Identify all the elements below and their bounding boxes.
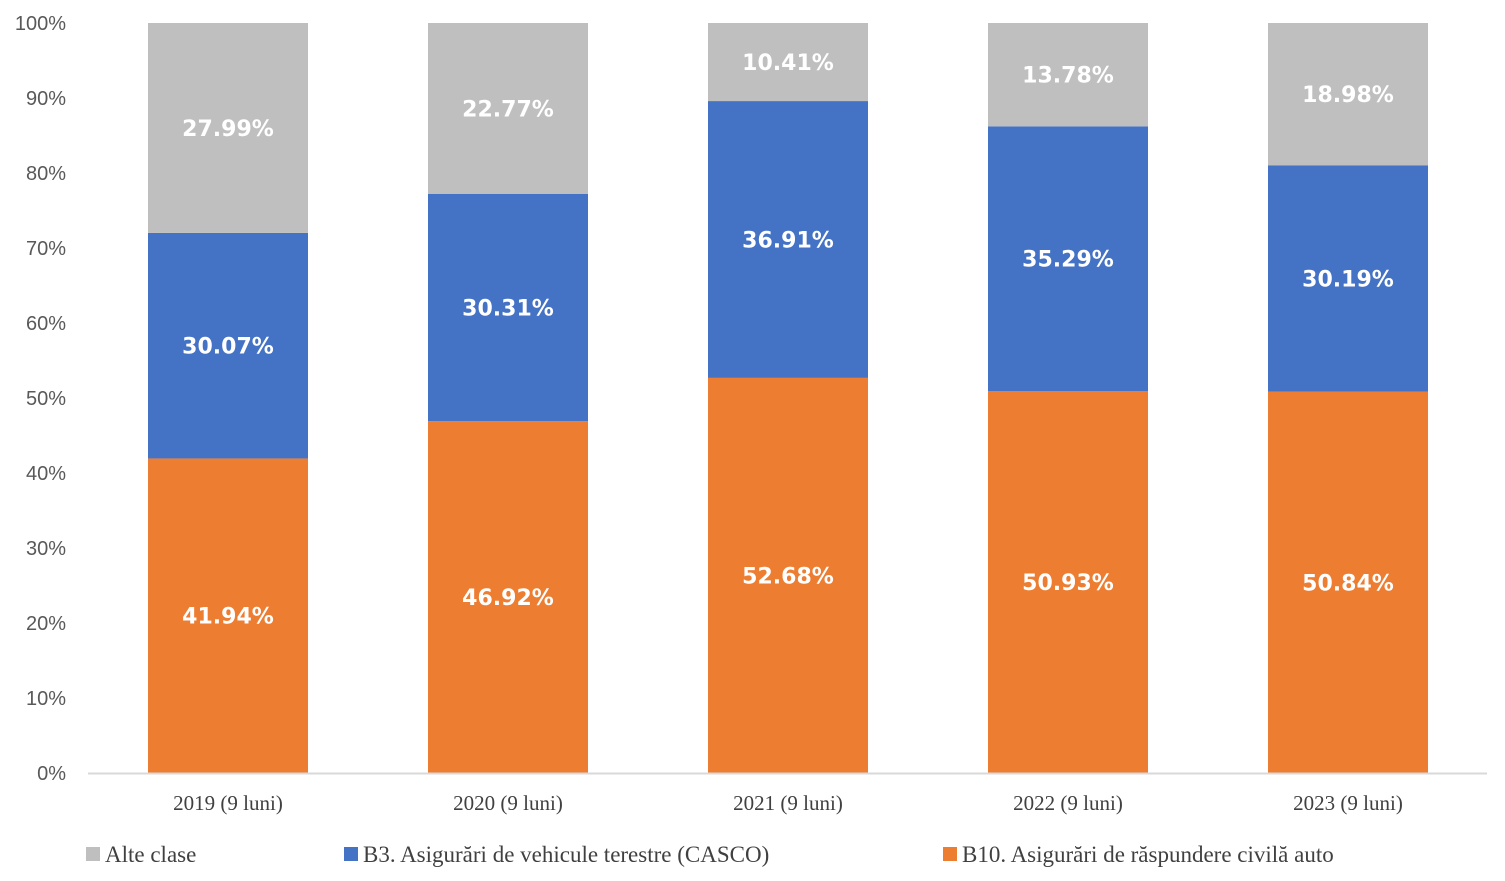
legend-swatch: [344, 847, 358, 861]
bar-segment: [988, 126, 1148, 392]
y-tick-label: 60%: [26, 313, 66, 335]
data-label: 50.93%: [1022, 571, 1114, 596]
bar-segment: [708, 101, 868, 378]
bar-segment: [148, 23, 308, 233]
y-tick-label: 100%: [15, 13, 66, 35]
x-tick-label: 2023 (9 luni): [1293, 791, 1403, 815]
data-label: 13.78%: [1022, 64, 1114, 89]
bar-segment: [428, 23, 588, 194]
legend-item: B10. Asigurări de răspundere civilă auto: [943, 842, 1334, 867]
bar-segment: [148, 458, 308, 773]
legend-swatch: [86, 847, 100, 861]
bar-segment: [988, 23, 1148, 127]
data-label: 22.77%: [462, 97, 554, 122]
data-label: 41.94%: [182, 605, 274, 630]
bar-segment: [1268, 391, 1428, 773]
data-label: 36.91%: [742, 228, 834, 253]
y-tick-label: 40%: [26, 463, 66, 485]
x-axis: 2019 (9 luni) 2020 (9 luni) 2021 (9 luni) 2…: [173, 791, 1403, 815]
data-label: 46.92%: [462, 586, 554, 611]
bar-stack: 50.93% 35.29% 13.78%: [988, 23, 1148, 773]
legend-label: Alte clase: [105, 842, 196, 867]
x-tick-label: 2019 (9 luni): [173, 791, 283, 815]
bar-segment: [428, 193, 588, 422]
bar-stack: 52.68% 36.91% 10.41%: [708, 23, 868, 773]
y-tick-label: 50%: [26, 388, 66, 410]
data-label: 30.19%: [1302, 267, 1394, 292]
data-label: 30.31%: [462, 296, 554, 321]
data-label: 18.98%: [1302, 83, 1394, 108]
bar-stack: 41.94% 30.07% 27.99%: [148, 23, 308, 773]
y-tick-label: 70%: [26, 238, 66, 260]
legend-label: B10. Asigurări de răspundere civilă auto: [962, 842, 1334, 867]
y-tick-label: 90%: [26, 88, 66, 110]
legend-swatch: [943, 847, 957, 861]
bar-segment: [988, 391, 1148, 773]
bar-segment: [708, 23, 868, 102]
bar-segment: [428, 421, 588, 773]
bar-stack: 46.92% 30.31% 22.77%: [428, 23, 588, 773]
bar-segment: [1268, 165, 1428, 392]
x-tick-label: 2020 (9 luni): [453, 791, 563, 815]
legend-item: B3. Asigurări de vehicule terestre (CASC…: [344, 842, 769, 867]
x-tick-label: 2022 (9 luni): [1013, 791, 1123, 815]
plot-area: 41.94% 30.07% 27.99% 46.92% 30.31% 22.77% 52.6…: [148, 23, 1428, 773]
bar-stack: 50.84% 30.19% 18.98%: [1268, 23, 1428, 773]
data-label: 30.07%: [182, 335, 274, 360]
y-tick-label: 30%: [26, 538, 66, 560]
legend-label: B3. Asigurări de vehicule terestre (CASC…: [363, 842, 769, 867]
data-label: 35.29%: [1022, 248, 1114, 273]
y-tick-label: 10%: [26, 688, 66, 710]
data-label: 10.41%: [742, 51, 834, 76]
bar-segment: [708, 377, 868, 773]
data-label: 52.68%: [742, 564, 834, 589]
bar-segment: [1268, 23, 1428, 166]
y-tick-label: 0%: [37, 763, 66, 785]
y-tick-label: 80%: [26, 163, 66, 185]
legend-item: Alte clase: [86, 842, 196, 867]
data-label: 27.99%: [182, 117, 274, 142]
bar-segment: [148, 232, 308, 459]
data-label: 50.84%: [1302, 571, 1394, 596]
y-tick-label: 20%: [26, 613, 66, 635]
x-tick-label: 2021 (9 luni): [733, 791, 843, 815]
y-axis: 0% 10% 20% 30% 40% 50% 60% 70% 80% 90% 100%: [15, 13, 66, 785]
legend: Alte clase B3. Asigurări de vehicule tere…: [86, 842, 1334, 867]
